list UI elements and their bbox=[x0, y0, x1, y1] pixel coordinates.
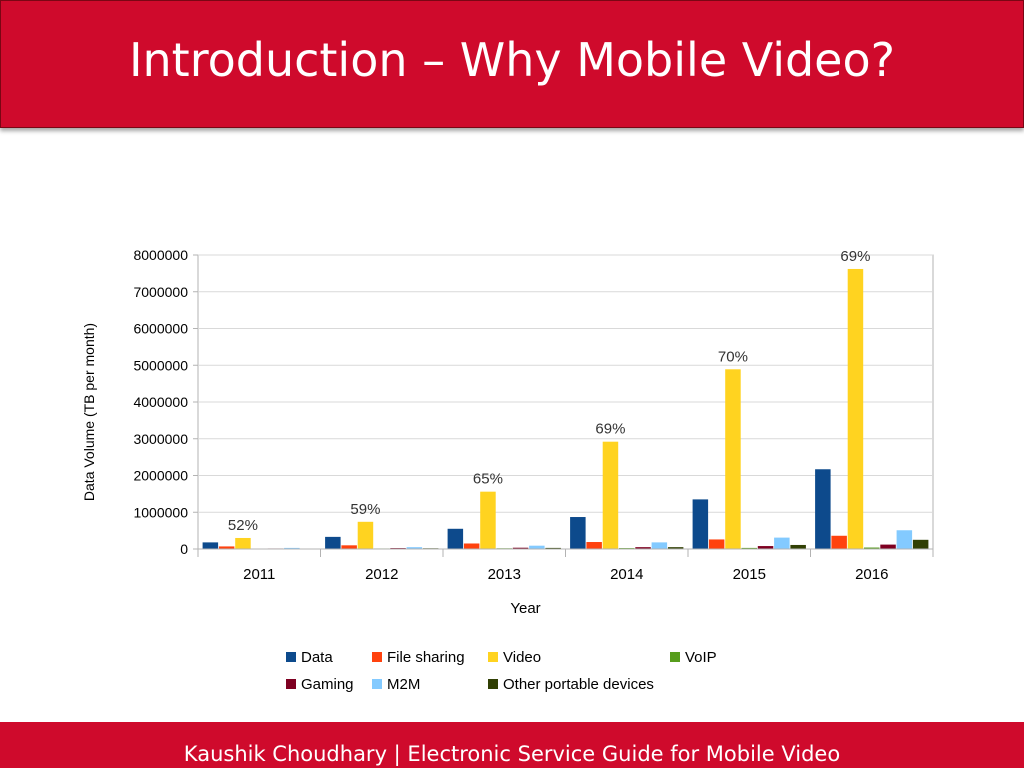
legend-label: M2M bbox=[387, 676, 420, 693]
x-tick-label: 2012 bbox=[365, 566, 398, 583]
bar-data-2012 bbox=[325, 536, 341, 549]
legend-swatch bbox=[488, 652, 498, 662]
y-tick-label: 0 bbox=[180, 541, 188, 557]
bar-file-sharing-2011 bbox=[218, 546, 235, 549]
bar-m2m-2012 bbox=[406, 547, 423, 549]
bar-file-sharing-2013 bbox=[463, 543, 480, 549]
bar-video-2011 bbox=[235, 537, 251, 549]
bar-gaming-2014 bbox=[635, 547, 651, 549]
data-label-video-share: 69% bbox=[595, 421, 625, 438]
bar-data-2011 bbox=[202, 542, 219, 549]
bar-video-2012 bbox=[357, 521, 374, 549]
x-tick-label: 2016 bbox=[855, 566, 888, 583]
bar-other-portable-devices-2014 bbox=[667, 547, 684, 549]
bar-file-sharing-2016 bbox=[831, 535, 847, 549]
bar-other-portable-devices-2015 bbox=[790, 544, 806, 549]
slide-title: Introduction – Why Mobile Video? bbox=[128, 33, 896, 87]
bar-data-2015 bbox=[692, 499, 709, 549]
bar-chart: 0 1000000 2000000 3000000 4000000 5000000 6000… bbox=[81, 247, 934, 693]
x-tick-label: 2013 bbox=[488, 566, 521, 583]
data-label-video-share: 59% bbox=[350, 501, 380, 518]
legend-label: Other portable devices bbox=[503, 676, 654, 693]
x-tick-label: 2014 bbox=[610, 566, 643, 583]
bar-m2m-2014 bbox=[651, 542, 668, 549]
bar-data-2014 bbox=[570, 517, 586, 549]
bar-data-2016 bbox=[815, 469, 831, 549]
legend: Data File sharing Video VoIP Gaming M2M Other … bbox=[286, 649, 717, 693]
bar-data-2013 bbox=[447, 528, 464, 549]
bar-file-sharing-2012 bbox=[341, 545, 357, 549]
chart-container: 0 1000000 2000000 3000000 4000000 5000000 6000… bbox=[70, 235, 950, 710]
data-label-video-share: 65% bbox=[473, 471, 503, 488]
bar-file-sharing-2014 bbox=[586, 542, 602, 549]
bar-video-2016 bbox=[847, 268, 864, 549]
legend-item-file-sharing: File sharing bbox=[372, 649, 465, 666]
y-tick-label: 5000000 bbox=[133, 357, 188, 373]
bars bbox=[202, 268, 929, 550]
legend-label: Data bbox=[301, 649, 333, 666]
data-label-video-share: 52% bbox=[228, 517, 258, 534]
bar-gaming-2015 bbox=[757, 546, 774, 549]
grid-lines bbox=[197, 254, 934, 550]
footer-text: Kaushik Choudhary | Electronic Service G… bbox=[183, 742, 841, 766]
bar-other-portable-devices-2013 bbox=[545, 547, 561, 549]
legend-swatch bbox=[372, 652, 382, 662]
bar-voip-2015 bbox=[741, 547, 757, 549]
y-tick-label: 6000000 bbox=[133, 321, 188, 337]
bar-file-sharing-2015 bbox=[708, 539, 725, 549]
legend-swatch bbox=[670, 652, 680, 662]
legend-item-other-portable-devices: Other portable devices bbox=[488, 676, 654, 693]
bar-video-2013 bbox=[480, 491, 496, 549]
x-tick-label: 2011 bbox=[243, 566, 275, 583]
legend-swatch bbox=[286, 679, 296, 689]
y-tick-label: 8000000 bbox=[133, 247, 188, 263]
bar-m2m-2015 bbox=[774, 537, 790, 549]
axes bbox=[193, 254, 934, 557]
legend-item-video: Video bbox=[488, 649, 541, 666]
y-tick-label: 1000000 bbox=[133, 504, 188, 520]
y-axis-title: Data Volume (TB per month) bbox=[81, 323, 97, 501]
x-axis-title: Year bbox=[510, 600, 540, 617]
bar-m2m-2011 bbox=[284, 547, 300, 549]
footer-bar: Kaushik Choudhary | Electronic Service G… bbox=[0, 722, 1024, 768]
legend-label: Video bbox=[503, 649, 541, 666]
bar-voip-2016 bbox=[864, 547, 880, 549]
bar-gaming-2013 bbox=[512, 547, 529, 549]
legend-item-gaming: Gaming bbox=[286, 676, 354, 693]
legend-item-m2m: M2M bbox=[372, 676, 420, 693]
y-tick-label: 2000000 bbox=[133, 468, 188, 484]
legend-item-voip: VoIP bbox=[670, 649, 717, 666]
labels: 0 1000000 2000000 3000000 4000000 5000000 6000… bbox=[81, 247, 888, 617]
legend-swatch bbox=[488, 679, 498, 689]
legend-swatch bbox=[286, 652, 296, 662]
legend-swatch bbox=[372, 679, 382, 689]
title-bar: Introduction – Why Mobile Video? bbox=[0, 0, 1024, 128]
legend-item-data: Data bbox=[286, 649, 333, 666]
y-tick-label: 4000000 bbox=[133, 394, 188, 410]
bar-video-2014 bbox=[602, 441, 619, 549]
bar-m2m-2013 bbox=[529, 545, 545, 549]
y-tick-label: 7000000 bbox=[133, 284, 188, 300]
x-tick-label: 2015 bbox=[733, 566, 766, 583]
bar-other-portable-devices-2016 bbox=[912, 539, 929, 549]
bar-m2m-2016 bbox=[896, 530, 913, 549]
data-label-video-share: 70% bbox=[718, 348, 748, 365]
legend-label: File sharing bbox=[387, 649, 465, 666]
bar-gaming-2016 bbox=[880, 544, 896, 549]
legend-label: Gaming bbox=[301, 676, 354, 693]
bar-video-2015 bbox=[725, 369, 741, 549]
legend-label: VoIP bbox=[685, 649, 717, 666]
data-label-video-share: 69% bbox=[840, 248, 870, 265]
y-tick-label: 3000000 bbox=[133, 431, 188, 447]
